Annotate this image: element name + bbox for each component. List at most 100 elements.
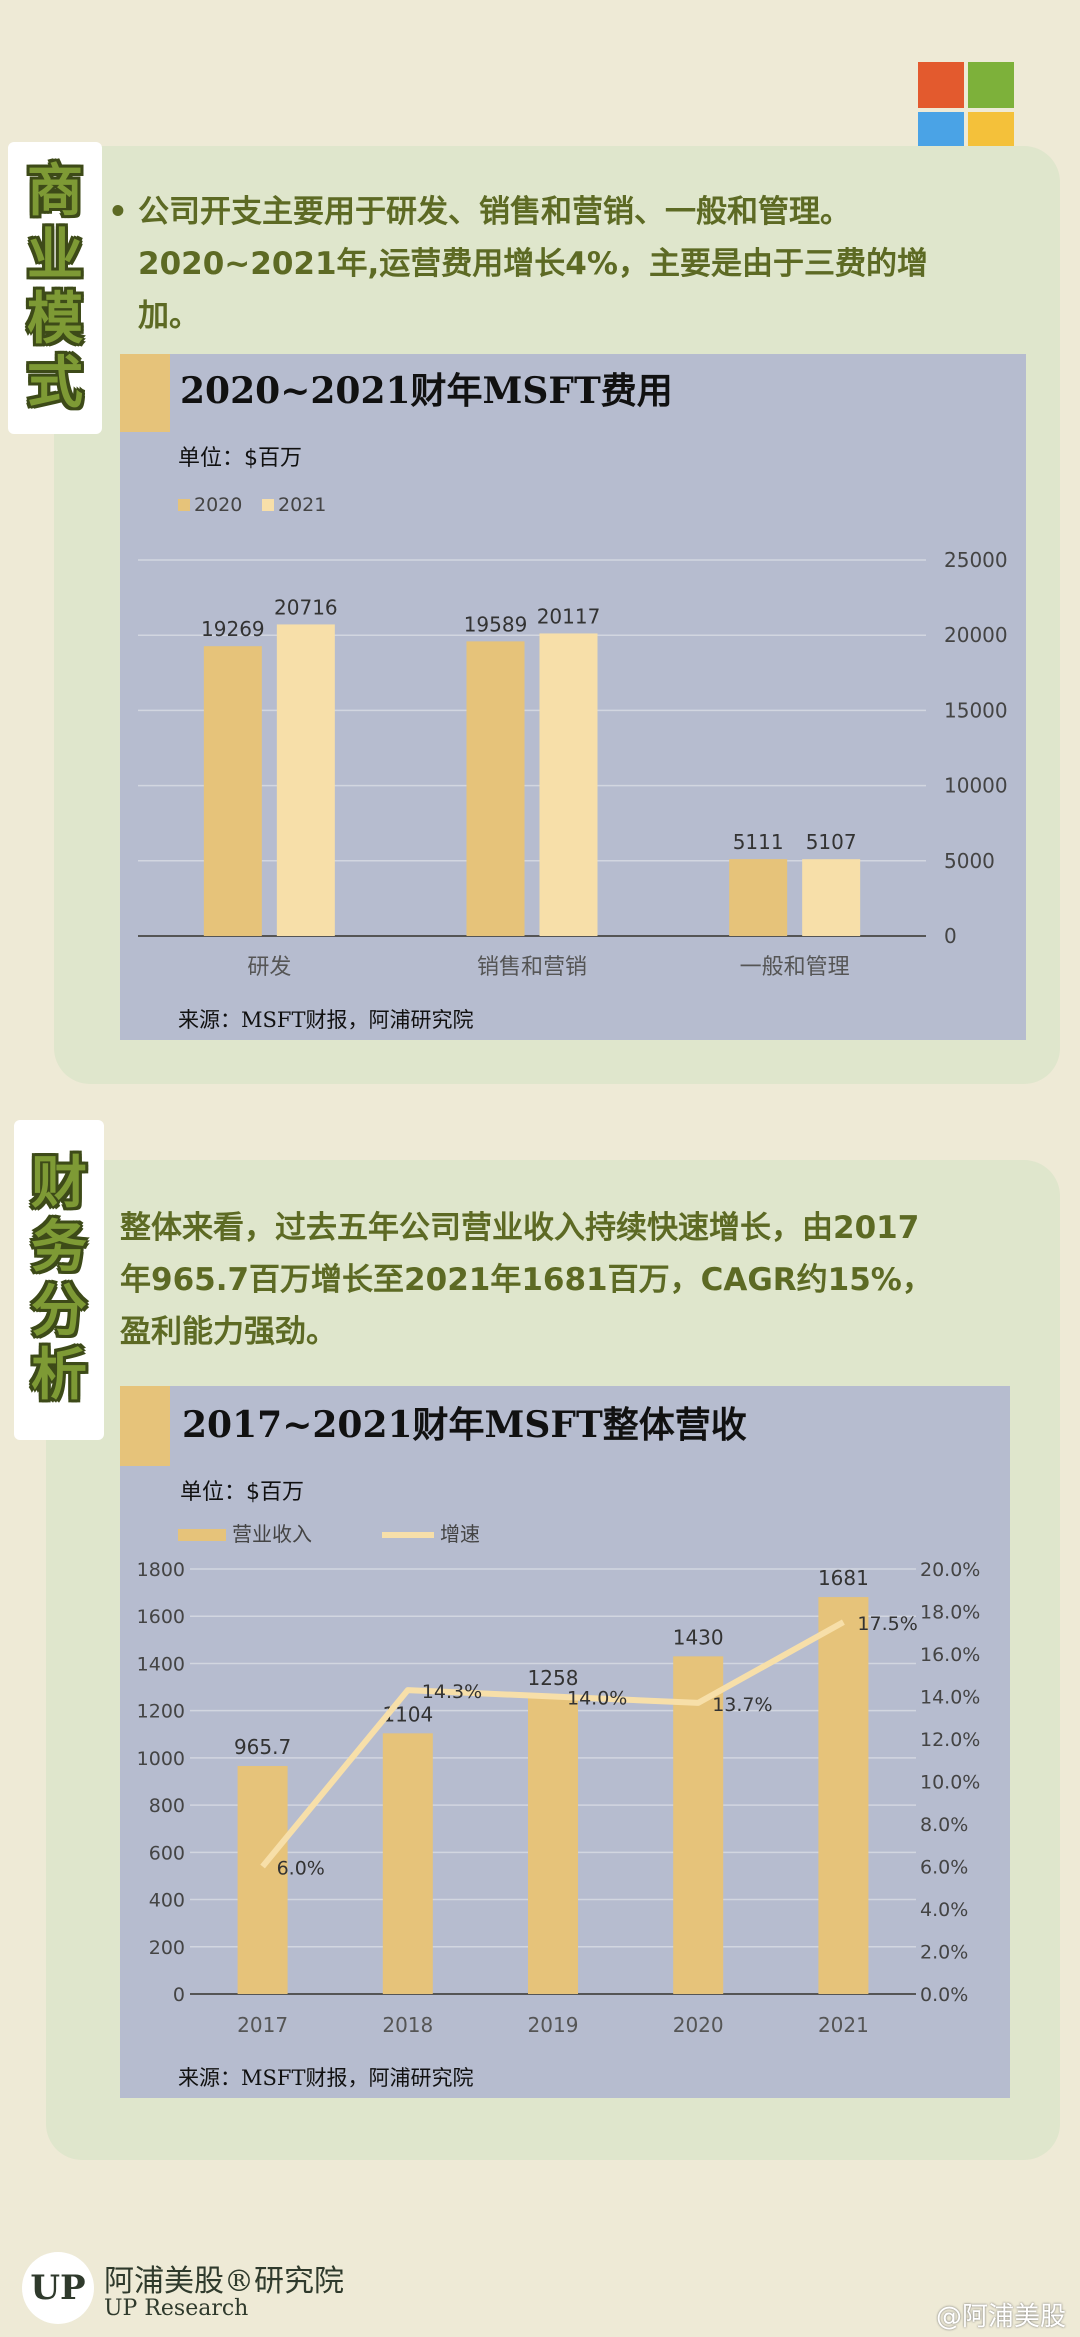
y-tick-label: 400 — [149, 1890, 185, 1912]
data-label: 5111 — [733, 830, 784, 854]
y-tick-label: 1200 — [137, 1701, 185, 1723]
chart-title-accent — [120, 354, 170, 432]
y2-tick-label: 12.0% — [920, 1729, 980, 1751]
bar-2020 — [729, 859, 788, 936]
chart-source: 来源：MSFT财报，阿浦研究院 — [178, 2066, 474, 2090]
bar-2021 — [276, 624, 335, 936]
y-tick-label: 600 — [149, 1842, 185, 1864]
title-char: 分 — [31, 1279, 87, 1344]
data-label: 1681 — [818, 1566, 869, 1590]
section-title-business-model: 商 业 模 式 — [8, 142, 102, 434]
title-char: 业 — [27, 223, 83, 288]
legend-label: 增速 — [440, 1522, 480, 1546]
logo-square-red — [918, 62, 964, 108]
y2-tick-label: 16.0% — [920, 1644, 980, 1666]
y2-tick-label: 6.0% — [920, 1857, 968, 1879]
bar-2020 — [466, 641, 525, 936]
y2-tick-label: 2.0% — [920, 1942, 968, 1964]
x-tick-label: 一般和管理 — [740, 955, 850, 980]
bar-2021 — [802, 859, 861, 936]
bullet: • — [108, 194, 128, 230]
weibo-watermark: @阿浦美股 — [935, 2302, 1066, 2332]
chart-title-accent — [120, 1386, 170, 1466]
expense-bar-chart: 2020 2021 0 5000 10000 15000 20000 25000 19269 20… — [138, 494, 1008, 980]
legend-swatch-bar — [178, 1529, 226, 1541]
y-tick-label: 800 — [149, 1795, 185, 1817]
revenue-combo-chart: 营业收入 增速 0 200 400 600 800 1000 1200 1400 1600 1800 0… — [137, 1522, 981, 2037]
legend-label: 2020 — [194, 494, 242, 516]
y2-tick-label: 18.0% — [920, 1602, 980, 1624]
brand-logo-icon — [918, 62, 1014, 158]
x-tick-label: 2021 — [818, 2013, 869, 2037]
y2-tick-label: 14.0% — [920, 1687, 980, 1709]
x-tick-label: 2019 — [528, 2013, 579, 2037]
title-char: 式 — [27, 351, 83, 416]
title-char: 商 — [27, 159, 83, 224]
bar-revenue — [382, 1733, 433, 1994]
chart-unit: 单位：$百万 — [180, 1480, 304, 1505]
y2-tick-label: 0.0% — [920, 1984, 968, 2006]
y-tick-label: 0 — [944, 924, 957, 948]
growth-label: 14.3% — [422, 1681, 482, 1703]
y2-tick-label: 10.0% — [920, 1772, 980, 1794]
data-label: 19589 — [464, 612, 528, 636]
paragraph-line: 整体来看，过去五年公司营业收入持续快速增长，由2017 — [120, 1210, 920, 1246]
brand-name-english: UP Research — [104, 2296, 249, 2321]
paragraph-line: 盈利能力强劲。 — [120, 1314, 337, 1350]
bar-revenue — [237, 1765, 288, 1994]
chart-source: 来源：MSFT财报，阿浦研究院 — [178, 1008, 474, 1032]
bar-2020 — [203, 646, 262, 936]
legend-swatch — [262, 499, 274, 511]
logo-square-green — [968, 62, 1014, 108]
chart-unit: 单位：$百万 — [178, 446, 302, 471]
bar-2021 — [539, 633, 598, 936]
y-tick-label: 1000 — [137, 1748, 185, 1770]
legend-label: 2021 — [278, 494, 326, 516]
up-research-logo: UP — [22, 2252, 94, 2324]
paragraph-line: 2020~2021年,运营费用增长4%，主要是由于三费的增 — [138, 246, 928, 282]
data-label: 19269 — [201, 617, 265, 641]
data-label: 5107 — [806, 830, 857, 854]
growth-label: 17.5% — [857, 1613, 917, 1635]
data-label: 965.7 — [234, 1735, 291, 1759]
data-label: 20117 — [537, 604, 601, 628]
x-tick-label: 2017 — [237, 2013, 288, 2037]
bar-revenue — [673, 1656, 724, 1994]
title-char: 析 — [31, 1343, 87, 1408]
expense-chart-panel: 2020~2021财年MSFT费用 单位：$百万 2020 2021 0 5000 10… — [120, 354, 1026, 1040]
paragraph-text: 公司开支主要用于研发、销售和营销、一般和管理。 — [138, 194, 851, 230]
bar-revenue — [818, 1597, 869, 1994]
title-char: 财 — [31, 1151, 87, 1216]
y-tick-label: 1600 — [137, 1606, 185, 1628]
paragraph-line: 加。 — [138, 298, 200, 334]
data-label: 20716 — [274, 595, 338, 619]
y-tick-label: 200 — [149, 1937, 185, 1959]
chart-title: 2020~2021财年MSFT费用 — [180, 370, 673, 412]
business-model-paragraph: • 公司开支主要用于研发、销售和营销、一般和管理。 2020~2021年,运营费用… — [108, 186, 1028, 342]
x-tick-label: 研发 — [247, 955, 291, 980]
growth-label: 6.0% — [277, 1858, 325, 1880]
financial-analysis-paragraph: 整体来看，过去五年公司营业收入持续快速增长，由2017 年965.7百万增长至2… — [120, 1202, 1040, 1358]
title-char: 务 — [31, 1215, 87, 1280]
y-tick-label: 0 — [173, 1984, 185, 2006]
y2-tick-label: 4.0% — [920, 1899, 968, 1921]
paragraph-line: • 公司开支主要用于研发、销售和营销、一般和管理。 — [108, 186, 1028, 238]
growth-label: 14.0% — [567, 1688, 627, 1710]
brand-name: 阿浦美股®研究院 — [104, 2264, 344, 2299]
growth-label: 13.7% — [712, 1694, 772, 1716]
data-label: 1430 — [673, 1625, 724, 1649]
y-tick-label: 15000 — [944, 698, 1008, 722]
x-tick-label: 2018 — [382, 2013, 433, 2037]
y-tick-label: 25000 — [944, 548, 1008, 572]
section-title-financial-analysis: 财 务 分 析 — [14, 1120, 104, 1440]
legend-label: 营业收入 — [232, 1522, 312, 1546]
y2-tick-label: 8.0% — [920, 1814, 968, 1836]
y-tick-label: 1400 — [137, 1653, 185, 1675]
paragraph-line: 年965.7百万增长至2021年1681百万，CAGR约15%， — [120, 1262, 933, 1298]
data-label: 1258 — [528, 1666, 579, 1690]
y2-tick-label: 20.0% — [920, 1559, 980, 1581]
x-tick-label: 2020 — [673, 2013, 724, 2037]
y-tick-label: 20000 — [944, 623, 1008, 647]
legend-swatch — [178, 499, 190, 511]
x-tick-label: 销售和营销 — [477, 955, 587, 980]
